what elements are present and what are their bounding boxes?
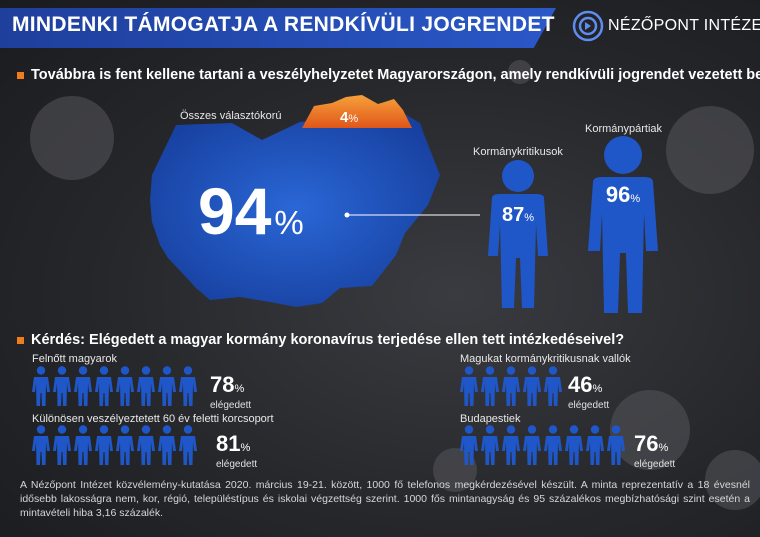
person-icon <box>565 425 583 465</box>
person-icon <box>179 425 197 465</box>
people-row-icons <box>460 366 562 406</box>
person-icon <box>460 425 478 465</box>
others-value-unit: % <box>348 113 359 125</box>
adults-value: 78% elégedett <box>210 372 252 412</box>
elderly-value-unit: % <box>240 442 251 454</box>
people-row-budapest <box>460 425 628 470</box>
main-value-number: 94 <box>198 174 272 248</box>
person-icon <box>544 366 562 406</box>
main-value: 94% <box>198 178 304 256</box>
person-icon <box>116 425 134 465</box>
person-icon <box>544 425 562 465</box>
person-icon <box>137 366 155 406</box>
budapest-sub: elégedett <box>634 459 676 470</box>
people-row-adults <box>32 366 200 411</box>
adults-value-unit: % <box>234 383 245 395</box>
elderly-value: 81% elégedett <box>216 431 258 471</box>
people-row-icons <box>460 425 625 465</box>
supporters-value: 96% <box>590 182 656 208</box>
person-icon <box>607 425 625 465</box>
person-icon <box>179 366 197 406</box>
person-icon <box>502 425 520 465</box>
people-row-icons <box>32 425 197 465</box>
label-budapest: Budapestiek <box>460 413 521 425</box>
question-2: Kérdés: Elégedett a magyar kormány koron… <box>31 332 625 348</box>
person-icon <box>523 366 541 406</box>
page-title: MINDENKI TÁMOGATJA A RENDKÍVÜLI JOGRENDE… <box>12 13 555 36</box>
person-icon <box>502 366 520 406</box>
person-icon <box>116 366 134 406</box>
title-banner <box>0 8 556 48</box>
critics-self-value-number: 46 <box>568 372 593 397</box>
person-icon <box>481 366 499 406</box>
budapest-value-unit: % <box>658 442 669 454</box>
main-value-unit: % <box>274 204 304 241</box>
critics-value: 87% <box>486 204 550 227</box>
person-icon <box>588 136 658 313</box>
bullet-icon <box>17 72 24 79</box>
person-icon <box>158 425 176 465</box>
person-icon <box>586 425 604 465</box>
people-row-elderly <box>32 425 200 470</box>
brand-name: NÉZŐPONT INTÉZET <box>608 17 760 34</box>
hungary-map-shape <box>150 110 440 307</box>
methodology-note: A Nézőpont Intézet közvélemény-kutatása … <box>20 479 750 519</box>
person-icon <box>32 425 50 465</box>
adults-value-number: 78 <box>210 372 235 397</box>
person-icon <box>74 425 92 465</box>
person-icon <box>137 425 155 465</box>
label-critics-self: Magukat kormánykritikusnak vallók <box>460 353 631 365</box>
person-icon <box>53 425 71 465</box>
supporters-value-unit: % <box>630 193 641 205</box>
person-icon <box>95 425 113 465</box>
budapest-value: 76% elégedett <box>634 431 676 471</box>
person-icon <box>95 366 113 406</box>
others-value: 4% <box>340 109 358 126</box>
label-adults: Felnőtt magyarok <box>32 353 117 365</box>
critics-self-value: 46% elégedett <box>568 372 610 412</box>
critics-self-value-unit: % <box>592 383 603 395</box>
person-icon <box>460 366 478 406</box>
others-value-number: 4 <box>340 109 349 126</box>
elderly-value-number: 81 <box>216 431 241 456</box>
virus-decoration-icon <box>30 60 760 510</box>
budapest-value-number: 76 <box>634 431 659 456</box>
question-1: Továbbra is fent kellene tartani a veszé… <box>31 67 760 83</box>
person-icon <box>74 366 92 406</box>
supporters-value-number: 96 <box>605 182 631 207</box>
person-icon <box>488 160 548 308</box>
person-icon <box>53 366 71 406</box>
critics-self-sub: elégedett <box>568 400 610 411</box>
label-elderly: Különösen veszélyeztetett 60 év feletti … <box>32 413 274 425</box>
person-icon <box>523 425 541 465</box>
logo-icon <box>572 10 604 42</box>
connector-dot <box>344 212 350 218</box>
adults-sub: elégedett <box>210 400 252 411</box>
others-map-slice <box>302 95 412 128</box>
label-supporters: Kormánypártiak <box>585 123 663 135</box>
label-critics: Kormánykritikusok <box>473 146 563 158</box>
person-icon <box>481 425 499 465</box>
critics-value-number: 87 <box>501 204 525 226</box>
people-row-icons <box>32 366 197 406</box>
person-icon <box>158 366 176 406</box>
critics-value-unit: % <box>524 212 535 224</box>
elderly-sub: elégedett <box>216 459 258 470</box>
person-icon <box>32 366 50 406</box>
bullet-icon <box>17 337 24 344</box>
people-row-critics <box>460 366 565 411</box>
label-all: Összes választókorú <box>180 110 282 122</box>
